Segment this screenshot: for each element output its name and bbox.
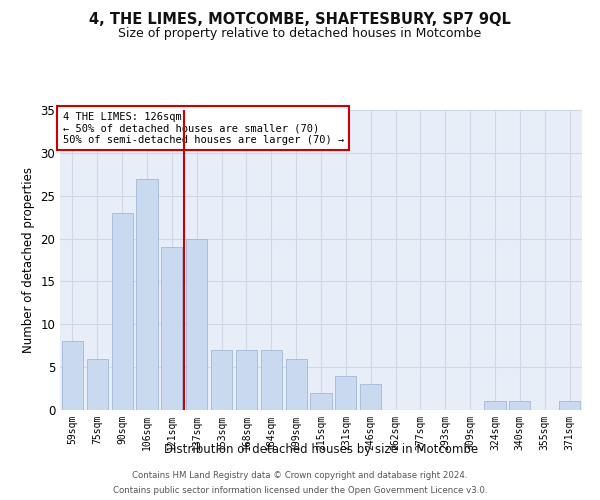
Text: Contains HM Land Registry data © Crown copyright and database right 2024.: Contains HM Land Registry data © Crown c… — [132, 471, 468, 480]
Bar — [136, 178, 158, 410]
Text: Contains public sector information licensed under the Open Government Licence v3: Contains public sector information licen… — [113, 486, 487, 495]
Text: Size of property relative to detached houses in Motcombe: Size of property relative to detached ho… — [118, 28, 482, 40]
Bar — [484, 402, 506, 410]
Text: 4 THE LIMES: 126sqm
← 50% of detached houses are smaller (70)
50% of semi-detach: 4 THE LIMES: 126sqm ← 50% of detached ho… — [62, 112, 344, 144]
Bar — [236, 350, 257, 410]
Bar — [559, 402, 580, 410]
Bar — [211, 350, 232, 410]
Bar — [509, 402, 530, 410]
Text: Distribution of detached houses by size in Motcombe: Distribution of detached houses by size … — [164, 442, 478, 456]
Y-axis label: Number of detached properties: Number of detached properties — [22, 167, 35, 353]
Bar — [186, 238, 207, 410]
Bar — [62, 342, 83, 410]
Bar — [161, 247, 182, 410]
Text: 4, THE LIMES, MOTCOMBE, SHAFTESBURY, SP7 9QL: 4, THE LIMES, MOTCOMBE, SHAFTESBURY, SP7… — [89, 12, 511, 28]
Bar — [335, 376, 356, 410]
Bar — [261, 350, 282, 410]
Bar — [360, 384, 381, 410]
Bar — [310, 393, 332, 410]
Bar — [286, 358, 307, 410]
Bar — [112, 213, 133, 410]
Bar — [87, 358, 108, 410]
